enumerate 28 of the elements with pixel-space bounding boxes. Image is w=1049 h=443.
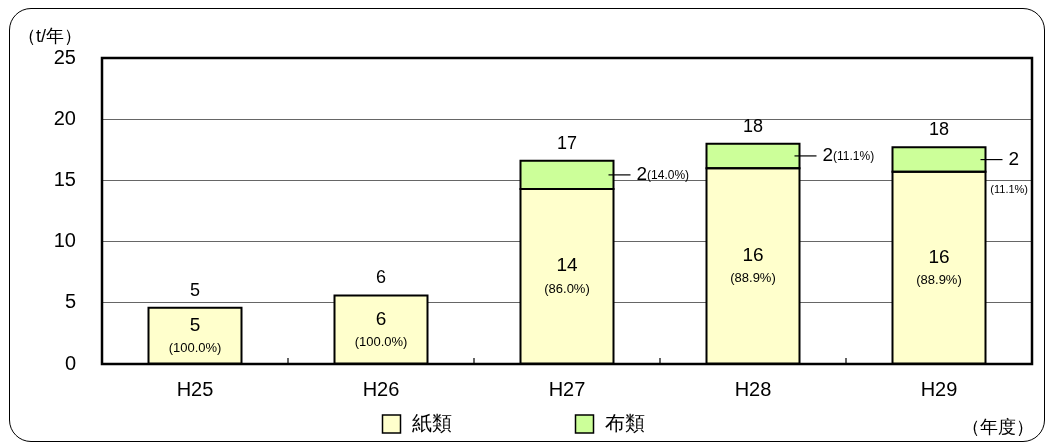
y-tick-label: 5 bbox=[64, 290, 76, 313]
total-label: 5 bbox=[189, 279, 201, 300]
y-tick-label: 20 bbox=[53, 106, 76, 129]
y-tick-label: 10 bbox=[53, 229, 76, 252]
x-tick-label: H26 bbox=[362, 377, 400, 400]
data-label: 14 (86.0%) bbox=[544, 254, 590, 296]
total-label: 6 bbox=[375, 267, 387, 288]
y-tick-label: 0 bbox=[64, 351, 76, 374]
x-tick-label: H29 bbox=[920, 377, 958, 400]
data-label: 2(11.1%) bbox=[822, 144, 875, 166]
data-label: 5 (100.0%) bbox=[168, 313, 222, 356]
total-label: 17 bbox=[556, 132, 578, 153]
y-axis-title: （t/年） bbox=[18, 25, 83, 46]
legend-label: 紙類 bbox=[411, 411, 452, 434]
y-tick-label: 25 bbox=[53, 45, 76, 68]
x-tick-label: H28 bbox=[734, 377, 772, 400]
data-label: 2(14.0%) bbox=[636, 163, 690, 185]
data-label: 6 (100.0%) bbox=[354, 307, 408, 350]
x-axis-title: （年度） bbox=[962, 416, 1034, 437]
total-label: 18 bbox=[742, 115, 764, 136]
x-tick-label: H27 bbox=[548, 377, 586, 400]
data-label: 16 (88.9%) bbox=[916, 245, 962, 288]
total-label: 18 bbox=[928, 119, 950, 140]
y-tick-label: 15 bbox=[53, 167, 76, 190]
x-tick-label: H25 bbox=[176, 377, 214, 400]
data-label: 2 (11.1%) bbox=[990, 147, 1028, 195]
data-label: 16 (88.9%) bbox=[730, 244, 776, 286]
legend-label: 布類 bbox=[604, 411, 645, 434]
